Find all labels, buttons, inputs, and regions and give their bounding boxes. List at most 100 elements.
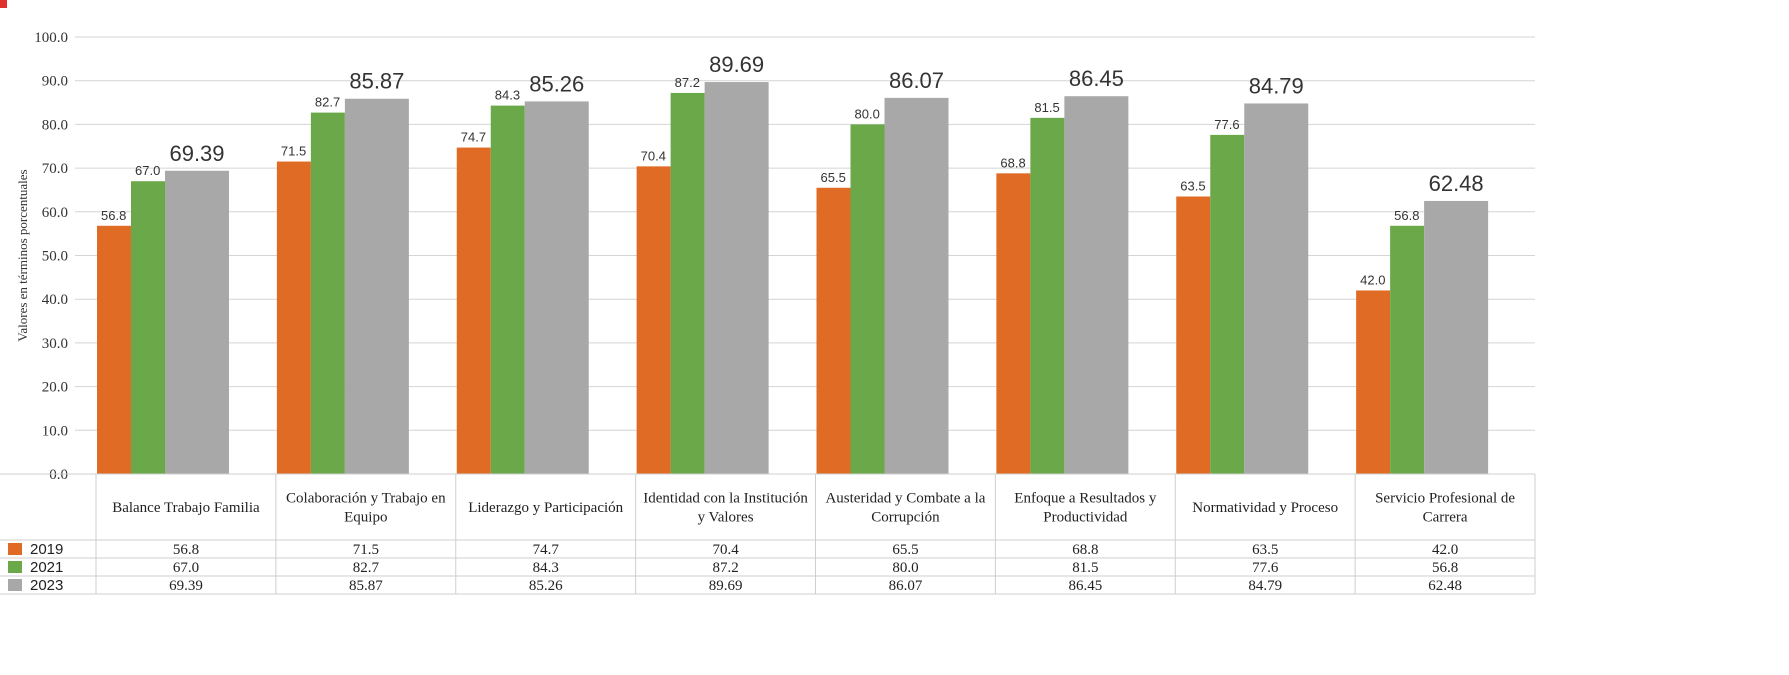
table-cell-2019: 42.0 xyxy=(1432,542,1458,558)
table-cell-2023: 89.69 xyxy=(709,578,743,594)
category-label: Identidad con la Institución xyxy=(643,491,808,507)
bar-2023 xyxy=(165,170,229,475)
data-label-2023: 86.45 xyxy=(1069,66,1124,91)
table-cell-2023: 69.39 xyxy=(169,578,203,594)
table-cell-2023: 86.45 xyxy=(1068,578,1102,594)
category-label: y Valores xyxy=(698,510,754,526)
bar-2023 xyxy=(344,98,409,474)
legend-swatch-2021 xyxy=(8,561,22,573)
legend-label: 2023 xyxy=(30,577,63,594)
data-label-2023: 86.07 xyxy=(889,68,944,93)
bar-2019 xyxy=(456,147,491,474)
table-cell-2021: 87.2 xyxy=(712,560,738,576)
table-cell-2019: 56.8 xyxy=(173,542,199,558)
table-cell-2021: 81.5 xyxy=(1072,560,1098,576)
category-label: Colaboración y Trabajo en xyxy=(286,491,446,507)
category-label: Productividad xyxy=(1043,510,1128,526)
table-cell-2019: 68.8 xyxy=(1072,542,1098,558)
table-cell-2021: 80.0 xyxy=(892,560,918,576)
y-tick-label: 90.0 xyxy=(42,74,68,90)
legend-swatch-2023 xyxy=(8,579,22,591)
data-label-2023: 85.26 xyxy=(529,71,584,96)
data-label-2021: 56.8 xyxy=(1394,208,1419,223)
table-cell-2019: 71.5 xyxy=(353,542,379,558)
table-cell-2023: 62.48 xyxy=(1428,578,1462,594)
bar-2021 xyxy=(131,181,165,474)
bar-2021 xyxy=(490,105,525,474)
category-label: Carrera xyxy=(1423,510,1468,526)
table-cell-2019: 70.4 xyxy=(712,542,739,558)
table-cell-2021: 84.3 xyxy=(533,560,559,576)
data-label-2021: 82.7 xyxy=(315,95,340,110)
data-label-2019: 56.8 xyxy=(101,208,126,223)
legend-label: 2019 xyxy=(30,541,63,558)
y-tick-label: 50.0 xyxy=(42,249,68,265)
y-tick-label: 40.0 xyxy=(42,292,68,308)
bar-2019 xyxy=(1356,290,1391,474)
category-label: Servicio Profesional de xyxy=(1375,491,1515,507)
table-cell-2021: 56.8 xyxy=(1432,560,1458,576)
y-tick-label: 80.0 xyxy=(42,117,68,133)
bar-2023 xyxy=(1244,103,1309,474)
data-label-2019: 65.5 xyxy=(821,170,846,185)
category-label: Balance Trabajo Familia xyxy=(112,500,260,516)
y-tick-label: 100.0 xyxy=(34,30,68,46)
table-cell-2019: 74.7 xyxy=(533,542,560,558)
category-label: Austeridad y Combate a la xyxy=(825,491,985,507)
data-label-2019: 71.5 xyxy=(281,144,306,159)
category-label: Enfoque a Resultados y xyxy=(1014,491,1157,507)
data-label-2021: 80.0 xyxy=(855,106,880,121)
bar-2023 xyxy=(524,101,589,474)
data-label-2021: 67.0 xyxy=(135,163,160,178)
category-label: Corrupción xyxy=(871,510,940,526)
table-cell-2021: 77.6 xyxy=(1252,560,1279,576)
data-label-2019: 68.8 xyxy=(1000,155,1025,170)
data-label-2019: 42.0 xyxy=(1360,272,1385,287)
bar-2021 xyxy=(1030,117,1065,474)
labels-layer: 56.8 67.0 69.39 71.5 82.7 85.87 74.7 84.3 85.26 7… xyxy=(101,52,1484,287)
data-label-2021: 81.5 xyxy=(1034,100,1059,115)
table-cell-2021: 67.0 xyxy=(173,560,199,576)
bar-2021 xyxy=(1210,134,1245,474)
table-cell-2023: 84.79 xyxy=(1248,578,1282,594)
data-label-2021: 87.2 xyxy=(675,75,700,90)
legend-label: 2021 xyxy=(30,559,63,576)
y-tick-label: 10.0 xyxy=(42,423,68,439)
table-cell-2019: 63.5 xyxy=(1252,542,1278,558)
bar-2019 xyxy=(276,161,311,475)
category-label: Liderazgo y Participación xyxy=(468,500,623,516)
y-axis-label: Valores en términos porcentuales xyxy=(15,169,30,341)
table-cell-2023: 85.87 xyxy=(349,578,383,594)
data-label-2023: 84.79 xyxy=(1249,73,1304,98)
bar-2019 xyxy=(97,225,131,474)
category-label: Normatividad y Proceso xyxy=(1192,500,1338,516)
bar-2019 xyxy=(996,173,1031,474)
data-label-2019: 74.7 xyxy=(461,130,486,145)
data-label-2023: 85.87 xyxy=(349,69,404,94)
data-table: Balance Trabajo Familia Colaboración y Tr… xyxy=(0,473,1536,595)
y-tick-label: 70.0 xyxy=(42,161,68,177)
y-tick-label: 60.0 xyxy=(42,205,68,221)
y-tick-label: 30.0 xyxy=(42,336,68,352)
data-label-2019: 63.5 xyxy=(1180,179,1205,194)
bar-2021 xyxy=(1390,225,1425,474)
table-cell-2021: 82.7 xyxy=(353,560,380,576)
bar-2021 xyxy=(310,112,345,474)
data-label-2021: 84.3 xyxy=(495,88,520,103)
bar-2023 xyxy=(704,82,769,475)
bar-2023 xyxy=(884,97,949,475)
data-label-2021: 77.6 xyxy=(1214,117,1239,132)
data-label-2023: 89.69 xyxy=(709,52,764,77)
data-label-2019: 70.4 xyxy=(641,148,666,163)
red-accent-mark xyxy=(0,0,7,8)
y-tick-label: 0.0 xyxy=(49,467,68,483)
bar-2019 xyxy=(816,187,851,474)
data-label-2023: 69.39 xyxy=(169,141,224,166)
table-cell-2023: 86.07 xyxy=(889,578,923,594)
category-label: Equipo xyxy=(344,510,387,526)
y-tick-label: 20.0 xyxy=(42,380,68,396)
table-cell-2023: 85.26 xyxy=(529,578,563,594)
legend-swatch-2019 xyxy=(8,543,22,555)
bar-2023 xyxy=(1424,200,1489,474)
